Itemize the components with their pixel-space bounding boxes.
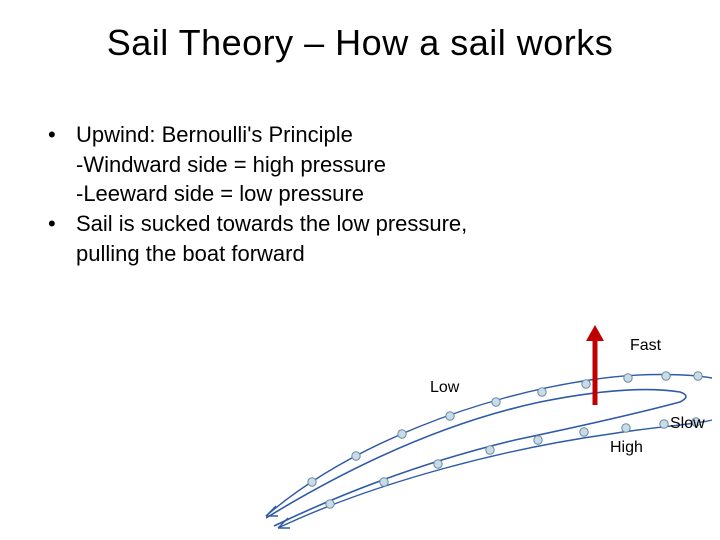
label-low: Low [430, 379, 460, 396]
flow-dot [308, 478, 316, 486]
flow-dot [534, 436, 542, 444]
flow-dot [486, 446, 494, 454]
bullet-dot-icon: • [48, 209, 76, 268]
slide: Sail Theory – How a sail works • Upwind:… [0, 0, 720, 540]
flow-dot [492, 398, 500, 406]
flow-dot [352, 452, 360, 460]
flow-dot [326, 500, 334, 508]
force-arrow-head-icon [586, 325, 604, 341]
label-fast: Fast [630, 337, 662, 354]
flow-dot [398, 430, 406, 438]
label-high: High [610, 439, 643, 456]
flow-dot [538, 388, 546, 396]
bullet-2: • Sail is sucked towards the low pressur… [48, 209, 488, 268]
bullet-dot-icon: • [48, 120, 76, 150]
sail-diagram: Fast Low High Slow [260, 300, 720, 530]
bullet-1: • Upwind: Bernoulli's Principle [48, 120, 488, 150]
flow-dot [580, 428, 588, 436]
flow-dot [434, 460, 442, 468]
flow-dot [694, 372, 702, 380]
flow-dot [446, 412, 454, 420]
sail-diagram-svg: Fast Low High Slow [260, 300, 720, 530]
flow-dot [660, 420, 668, 428]
flow-dot [582, 380, 590, 388]
bullet-1-sub-2: -Leeward side = low pressure [48, 179, 488, 209]
bullet-2-text: Sail is sucked towards the low pressure,… [76, 209, 488, 268]
bullet-1-sub-1: -Windward side = high pressure [48, 150, 488, 180]
flow-dot [380, 478, 388, 486]
flow-dot [622, 424, 630, 432]
label-slow: Slow [670, 415, 705, 432]
slide-body: • Upwind: Bernoulli's Principle -Windwar… [48, 120, 488, 268]
flow-dot [662, 372, 670, 380]
upper-flow-line [266, 375, 712, 517]
flow-dot [624, 374, 632, 382]
slide-title: Sail Theory – How a sail works [0, 22, 720, 64]
bullet-1-text: Upwind: Bernoulli's Principle [76, 120, 488, 150]
